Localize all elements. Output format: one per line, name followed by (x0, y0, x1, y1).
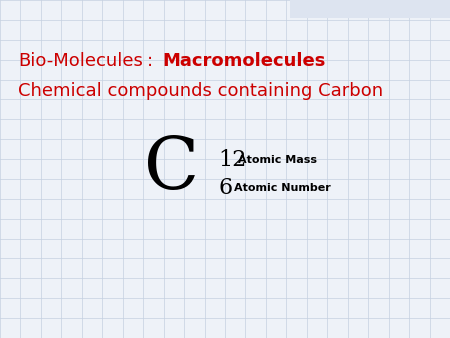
Text: Atomic Mass: Atomic Mass (238, 155, 317, 165)
Text: :: : (147, 52, 159, 70)
Text: 12: 12 (218, 149, 246, 171)
Text: Macromolecules: Macromolecules (162, 52, 325, 70)
Bar (290, 0, 450, 18)
Text: Bio-Molecules: Bio-Molecules (18, 52, 143, 70)
Text: C: C (144, 135, 200, 205)
Text: Chemical compounds containing Carbon: Chemical compounds containing Carbon (18, 82, 383, 100)
Text: Atomic Number: Atomic Number (234, 183, 331, 193)
Text: 6: 6 (218, 177, 232, 199)
